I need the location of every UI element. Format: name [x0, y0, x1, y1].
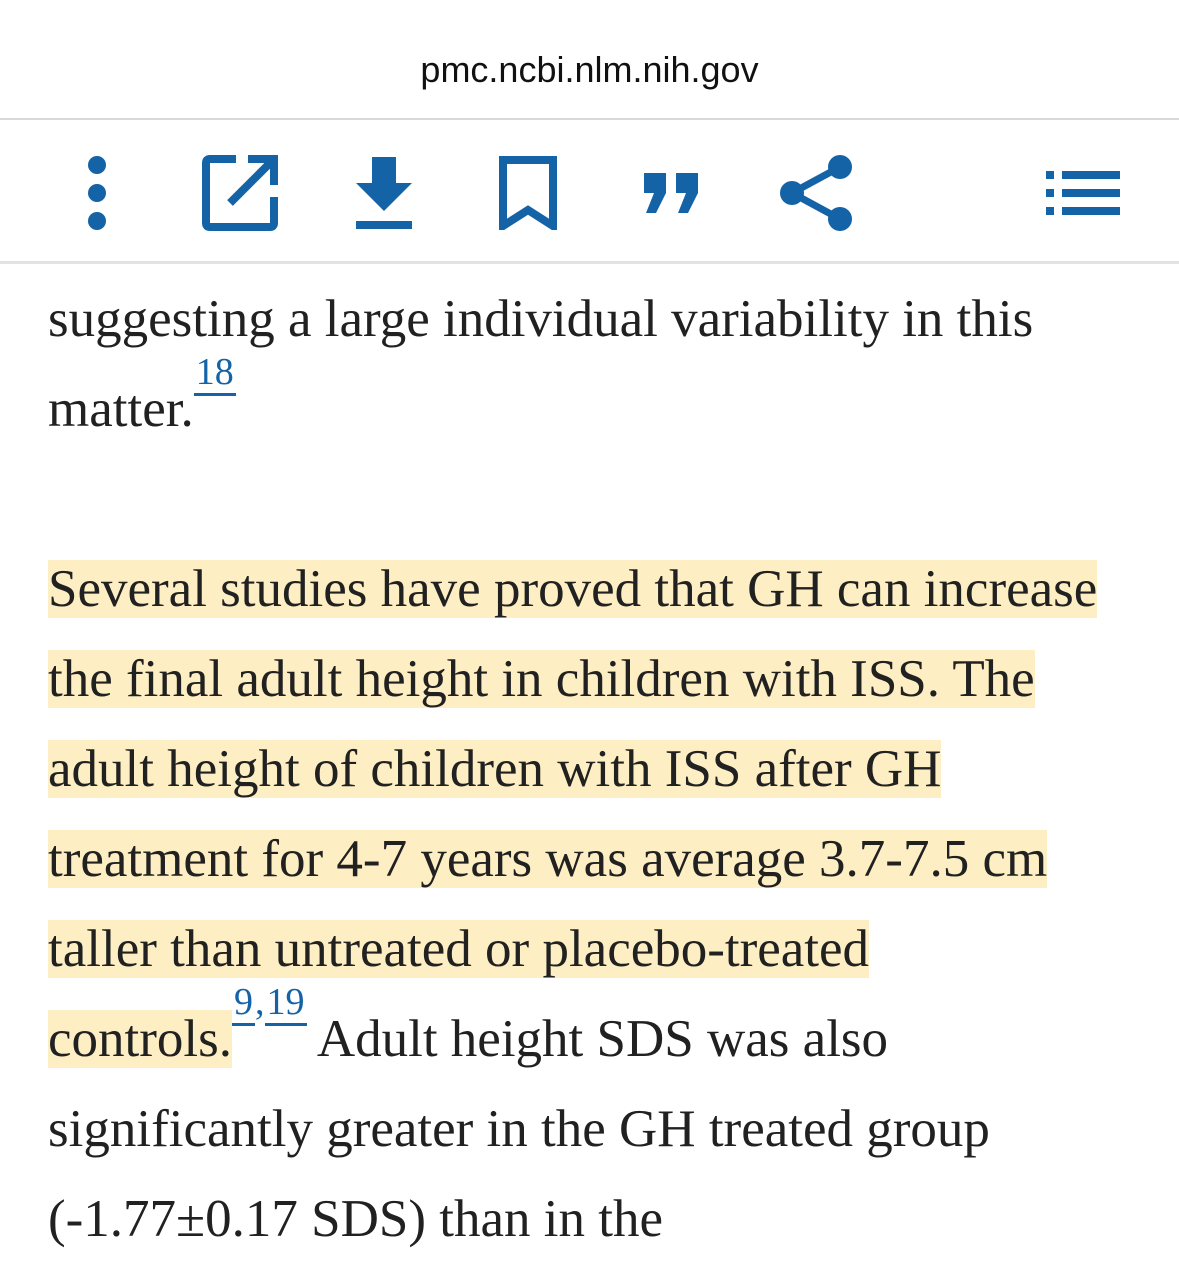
download-button[interactable]	[339, 150, 429, 236]
paragraph-text: suggesting a large individual variabilit…	[48, 290, 1034, 438]
bookmark-icon	[499, 156, 557, 230]
table-of-contents-button[interactable]	[1038, 150, 1128, 236]
article-paragraph: Several studies have proved that GH can …	[48, 544, 1138, 1264]
citation-link-19[interactable]: 19	[264, 981, 307, 1026]
more-options-button[interactable]	[52, 150, 142, 236]
share-icon	[778, 153, 854, 233]
highlighted-text: Several studies have proved that GH can …	[48, 560, 1098, 1068]
more-vert-icon	[87, 153, 107, 233]
share-button[interactable]	[771, 150, 861, 236]
open-in-new-button[interactable]	[195, 150, 285, 236]
download-icon	[354, 155, 414, 231]
url-text[interactable]: pmc.ncbi.nlm.nih.gov	[420, 49, 759, 90]
bookmark-button[interactable]	[483, 150, 573, 236]
paragraph-text: Adult height SDS was also significantly …	[48, 1010, 990, 1248]
article-toolbar	[0, 122, 1179, 264]
toc-list-icon	[1046, 171, 1120, 215]
cite-button[interactable]	[627, 150, 717, 236]
cite-quote-icon	[642, 171, 702, 215]
article-body: suggesting a large individual variabilit…	[48, 274, 1138, 1264]
citation-link-18[interactable]: 18	[193, 351, 236, 396]
browser-url-bar[interactable]: pmc.ncbi.nlm.nih.gov	[0, 0, 1179, 120]
citation-link-9[interactable]: 9	[232, 981, 255, 1026]
citation-separator: ,	[255, 981, 265, 1023]
article-paragraph: suggesting a large individual variabilit…	[48, 274, 1138, 454]
open-in-new-icon	[202, 155, 278, 231]
